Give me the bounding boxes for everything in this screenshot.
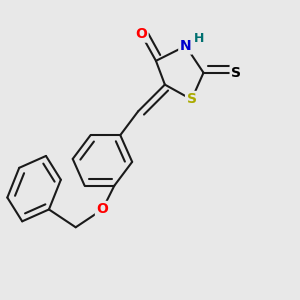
Text: O: O [97, 202, 108, 216]
Text: N: N [180, 39, 191, 53]
Text: H: H [194, 32, 204, 45]
Text: O: O [135, 27, 147, 41]
Text: S: S [231, 66, 241, 80]
Text: S: S [187, 92, 196, 106]
